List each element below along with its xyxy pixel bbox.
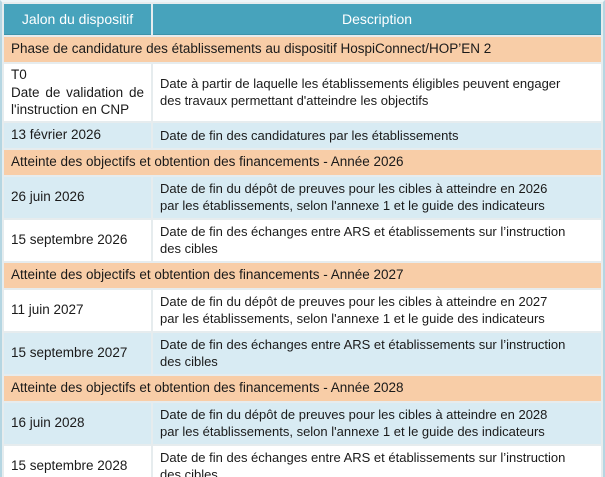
description-cell: Date de fin du dépôt de preuves pour les… [153,176,601,218]
table-row: 15 septembre 2026 Date de fin des échange… [4,219,601,261]
section-row: Phase de candidature des établissements … [4,37,601,62]
milestone-cell: 15 septembre 2027 [4,332,151,374]
description-cell: Date de fin des échanges entre ARS et ét… [153,332,601,374]
section-title: Atteinte des objectifs et obtention des … [4,375,601,401]
section-title: Atteinte des objectifs et obtention des … [4,149,601,175]
section-row: Atteinte des objectifs et obtention des … [4,262,601,288]
description-cell: Date de fin des candidatures par les éta… [153,122,601,148]
table-row: 11 juin 2027 Date de fin du dépôt de preu… [4,289,601,331]
table-row: 16 juin 2028 Date de fin du dépôt de preu… [4,402,601,444]
table-body: Phase de candidature des établissements … [4,37,601,477]
column-header-jalon: Jalon du dispositif [4,4,151,35]
milestone-cell: 26 juin 2026 [4,176,151,218]
section-title: Atteinte des objectifs et obtention des … [4,262,601,288]
table-row: 15 septembre 2027 Date de fin des échange… [4,332,601,374]
description-cell: Date de fin du dépôt de preuves pour les… [153,402,601,444]
table-row: 13 février 2026 Date de fin des candidatu… [4,122,601,148]
milestone-cell: 15 septembre 2026 [4,219,151,261]
milestone-cell: 13 février 2026 [4,122,151,148]
table-row: T0 Date de validation de l'instruction e… [4,64,601,121]
header-row: Jalon du dispositif Description [4,4,601,35]
section-row: Atteinte des objectifs et obtention des … [4,149,601,175]
table-row: 15 septembre 2028 Date de fin des échange… [4,445,601,477]
milestone-cell: 15 septembre 2028 [4,445,151,477]
section-title: Phase de candidature des établissements … [4,37,601,62]
milestone-cell: 11 juin 2027 [4,289,151,331]
description-cell: Date de fin des échanges entre ARS et ét… [153,445,601,477]
table-row: 26 juin 2026 Date de fin du dépôt de preu… [4,176,601,218]
description-cell: Date de fin du dépôt de preuves pour les… [153,289,601,331]
table-header: Jalon du dispositif Description [4,4,601,35]
description-cell: Date de fin des échanges entre ARS et ét… [153,219,601,261]
section-row: Atteinte des objectifs et obtention des … [4,375,601,401]
milestone-cell: 16 juin 2028 [4,402,151,444]
column-header-description: Description [153,4,601,35]
milestone-cell: T0 Date de validation de l'instruction e… [4,64,151,121]
description-cell: Date à partir de laquelle les établissem… [153,64,601,121]
